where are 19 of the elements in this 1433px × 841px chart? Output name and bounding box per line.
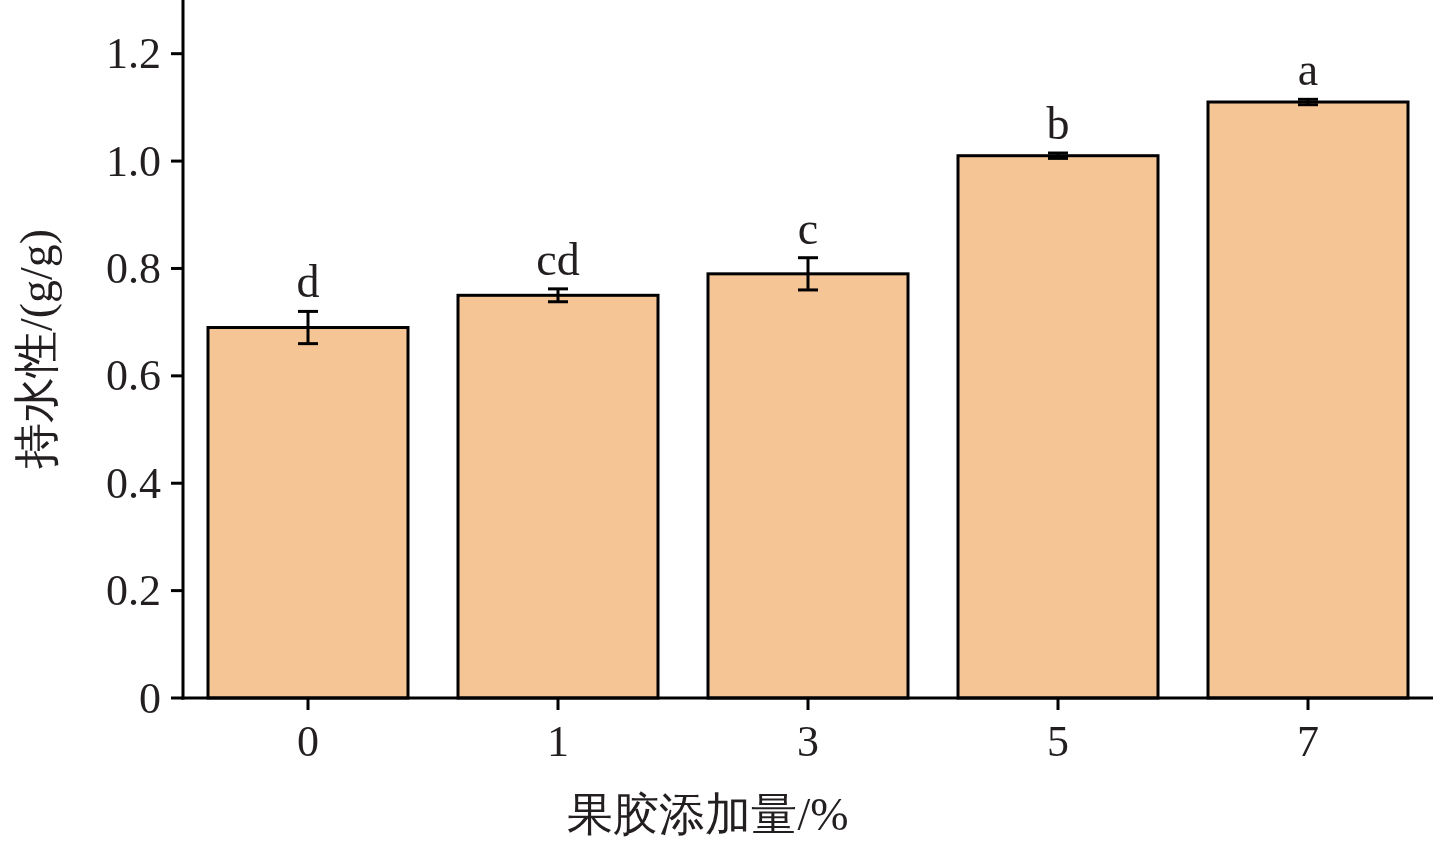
x-tick-label: 1 [547, 717, 569, 766]
x-axis-title: 果胶添加量/% [567, 789, 849, 840]
x-tick-label: 5 [1047, 717, 1069, 766]
y-axis-title: 持水性/(g/g) [11, 228, 62, 470]
y-tick-label: 1.2 [106, 29, 161, 79]
x-tick-label: 0 [297, 717, 319, 766]
x-tick-label: 7 [1297, 717, 1319, 766]
y-tick-label: 1.0 [106, 136, 161, 186]
annotation: cd [536, 233, 580, 285]
annotation: d [296, 256, 320, 308]
y-tick-label: 0.6 [106, 351, 161, 401]
annotation: b [1046, 98, 1070, 150]
annotation: c [797, 202, 819, 254]
annotation: a [1297, 44, 1319, 96]
y-tick-label: 0.2 [106, 566, 161, 616]
x-tick-label: 3 [797, 717, 819, 766]
y-tick-label: 0.4 [106, 458, 161, 508]
y-tick-label: 0.8 [106, 243, 161, 293]
y-tick-label: 0 [139, 673, 161, 723]
